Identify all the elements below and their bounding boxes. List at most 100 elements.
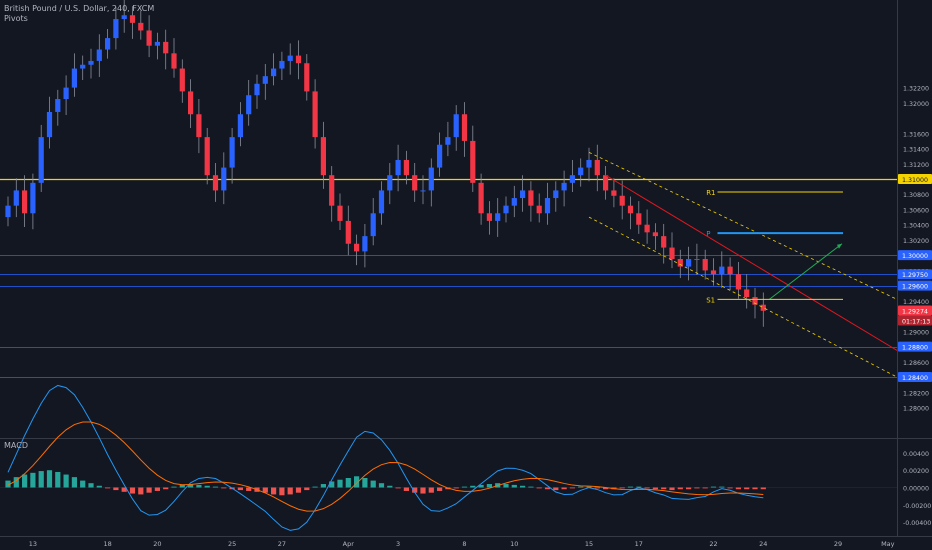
macd-histogram-bar	[5, 480, 11, 488]
macd-histogram-bar	[727, 487, 733, 489]
macd-histogram-bar	[378, 483, 385, 488]
macd-histogram-bar	[719, 486, 725, 488]
macd-histogram-bar	[329, 481, 335, 488]
candle-body	[370, 213, 376, 237]
candle-body	[686, 258, 692, 267]
candle-body	[179, 68, 185, 92]
time-axis-label: 20	[153, 540, 161, 548]
macd-axis-tick: 0.00200	[903, 468, 929, 475]
macd-pane-label[interactable]: MACD	[4, 441, 28, 450]
macd-histogram-bar	[362, 478, 368, 488]
macd-histogram-bar	[752, 487, 758, 490]
candle-body	[378, 190, 385, 214]
time-axis-label: 15	[585, 540, 593, 548]
countdown-tag-bg	[898, 315, 932, 326]
macd-histogram-bar	[395, 487, 401, 489]
price-level-tag-bg	[898, 269, 932, 280]
macd-histogram-bar	[553, 487, 559, 491]
macd-histogram-bar	[337, 479, 343, 488]
candle-body	[719, 266, 725, 275]
macd-histogram-bar	[677, 487, 683, 490]
candle-body	[544, 198, 551, 214]
candle-body	[412, 175, 418, 191]
candle-body	[129, 15, 136, 23]
macd-histogram-bar	[428, 487, 434, 493]
symbol-title[interactable]: British Pound / U.S. Dollar, 240, FXCM	[4, 4, 155, 13]
candle-body	[196, 114, 202, 138]
candle-body	[627, 205, 634, 214]
candle-body	[403, 159, 409, 176]
price-axis-tick: 1.31600	[903, 131, 929, 138]
candle-body	[752, 297, 758, 305]
macd-histogram-bar	[138, 487, 144, 495]
macd-histogram-bar	[287, 487, 293, 495]
candle-body	[63, 87, 69, 100]
candle-body	[453, 114, 459, 138]
macd-histogram-bar	[528, 486, 534, 488]
candle-body	[702, 258, 708, 271]
macd-histogram-bar	[171, 486, 177, 488]
candle-body	[345, 220, 351, 244]
macd-histogram-bar	[279, 487, 285, 496]
candle-body	[619, 195, 625, 206]
macd-histogram-bar	[652, 487, 658, 490]
macd-histogram-bar	[212, 486, 219, 488]
macd-histogram-bar	[636, 486, 642, 488]
time-axis-label: May	[881, 540, 895, 548]
candle-body	[735, 274, 741, 290]
time-axis-label: 27	[278, 540, 286, 548]
candle-body	[486, 213, 492, 221]
time-axis-label: Apr	[343, 540, 355, 548]
candle-body	[146, 30, 152, 46]
price-axis-tick: 1.30400	[903, 223, 929, 230]
candle-body	[677, 258, 683, 267]
candle-body	[138, 22, 144, 31]
indicator-pivots-label[interactable]: Pivots	[4, 14, 28, 23]
price-level-tag: 1.30000	[902, 253, 928, 260]
macd-histogram-bar	[105, 487, 111, 489]
price-level-tag: 1.29600	[902, 284, 928, 291]
candle-body	[461, 114, 468, 141]
price-level-tag-bg	[898, 174, 932, 185]
candle-body	[437, 144, 443, 168]
candle-body	[279, 60, 285, 69]
macd-histogram-bar	[237, 487, 243, 491]
macd-histogram-bar	[63, 474, 69, 488]
price-axis-tick: 1.31400	[903, 147, 929, 154]
macd-histogram-bar	[702, 487, 708, 489]
time-axis-label: 18	[103, 540, 111, 548]
macd-histogram-bar	[88, 483, 94, 488]
candle-body	[46, 111, 53, 138]
candle-body	[503, 205, 509, 214]
candle-body	[578, 167, 584, 176]
macd-histogram-bar	[80, 480, 86, 488]
macd-histogram-bar	[661, 487, 667, 490]
price-level-tag: 1.28800	[902, 345, 928, 352]
candle-body	[320, 137, 326, 176]
candle-body	[105, 38, 111, 50]
candle-body	[80, 64, 86, 69]
macd-histogram-bar	[478, 484, 484, 488]
macd-histogram-bar	[412, 487, 418, 493]
macd-histogram-bar	[221, 487, 227, 489]
macd-histogram-bar	[536, 487, 542, 489]
macd-histogram-bar	[345, 478, 351, 488]
macd-histogram-bar	[113, 487, 119, 491]
candle-body	[121, 15, 127, 20]
macd-histogram-bar	[619, 487, 625, 489]
candle-body	[553, 190, 559, 199]
macd-histogram-bar	[129, 487, 136, 494]
candle-body	[271, 68, 277, 77]
candle-body	[478, 182, 484, 214]
candle-body	[287, 55, 293, 61]
macd-histogram-bar	[744, 487, 750, 490]
chart-header: British Pound / U.S. Dollar, 240, FXCM P…	[4, 4, 154, 24]
macd-histogram-bar	[544, 487, 551, 490]
price-axis-tick: 1.32000	[903, 101, 929, 108]
macd-histogram-bar	[511, 484, 517, 488]
candle-body	[171, 53, 177, 69]
price-level-tag: 1.28400	[902, 375, 928, 382]
macd-histogram-bar	[30, 472, 36, 488]
